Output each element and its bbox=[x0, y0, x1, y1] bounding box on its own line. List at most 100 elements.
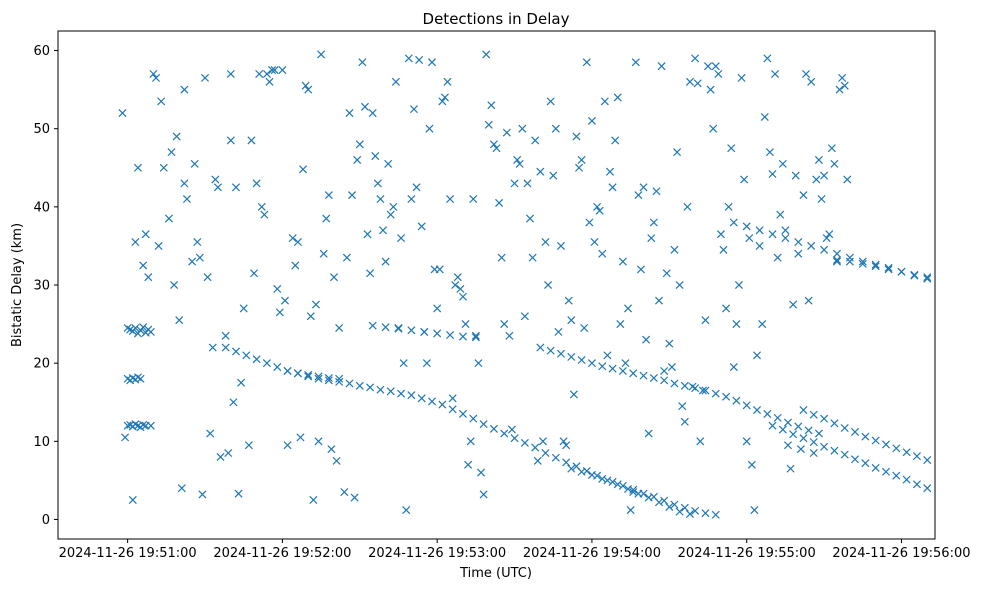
data-point bbox=[675, 280, 684, 290]
data-point bbox=[335, 377, 344, 386]
data-point bbox=[755, 226, 764, 235]
data-point bbox=[575, 163, 584, 172]
data-point bbox=[696, 437, 705, 446]
data-point bbox=[515, 159, 524, 168]
data-point bbox=[652, 187, 661, 196]
data-point bbox=[495, 198, 504, 207]
data-point bbox=[703, 62, 713, 71]
data-point bbox=[314, 374, 323, 383]
data-point bbox=[701, 316, 710, 325]
data-point bbox=[912, 480, 921, 489]
data-point bbox=[309, 495, 318, 504]
data-point bbox=[673, 148, 682, 157]
data-point bbox=[391, 77, 400, 86]
data-point bbox=[531, 443, 540, 452]
data-point bbox=[306, 312, 315, 321]
data-point bbox=[693, 79, 702, 88]
data-point bbox=[701, 509, 710, 518]
data-point bbox=[747, 460, 756, 469]
data-point bbox=[680, 503, 689, 512]
data-point bbox=[572, 132, 581, 141]
data-point bbox=[711, 389, 720, 398]
data-point bbox=[593, 202, 602, 211]
data-point bbox=[861, 432, 870, 441]
data-point bbox=[131, 323, 140, 333]
data-point bbox=[691, 54, 700, 63]
data-point bbox=[789, 430, 798, 439]
data-point bbox=[613, 93, 622, 102]
data-point bbox=[304, 85, 313, 94]
data-point bbox=[714, 69, 723, 79]
data-point bbox=[763, 54, 772, 63]
data-point bbox=[293, 369, 302, 378]
data-point bbox=[438, 400, 447, 409]
data-point bbox=[719, 245, 728, 254]
data-point bbox=[206, 429, 215, 438]
data-point bbox=[600, 97, 609, 106]
data-point bbox=[252, 179, 261, 188]
data-point bbox=[778, 425, 787, 434]
data-point bbox=[809, 449, 818, 458]
data-point bbox=[825, 230, 834, 239]
data-point bbox=[538, 437, 547, 446]
data-point bbox=[471, 333, 480, 342]
y-tick-label: 60 bbox=[33, 44, 50, 59]
data-point bbox=[892, 471, 901, 480]
data-point bbox=[791, 171, 800, 180]
x-axis: 2024-11-26 19:51:00 2024-11-26 19:52:00 20… bbox=[59, 539, 971, 561]
data-point bbox=[335, 374, 344, 383]
data-point bbox=[157, 97, 166, 106]
data-point bbox=[804, 296, 813, 305]
data-point bbox=[716, 230, 725, 239]
data-point bbox=[820, 414, 829, 423]
data-point bbox=[348, 191, 357, 200]
data-point bbox=[299, 165, 308, 174]
data-point bbox=[634, 191, 643, 200]
data-point bbox=[546, 346, 555, 355]
data-point bbox=[616, 320, 625, 329]
data-point bbox=[446, 330, 455, 340]
data-point bbox=[283, 441, 292, 450]
data-point bbox=[582, 58, 591, 67]
data-point bbox=[660, 496, 669, 505]
y-axis: 0 10 20 30 40 50 60 bbox=[33, 44, 58, 528]
data-point bbox=[345, 109, 354, 118]
data-point bbox=[482, 50, 491, 59]
data-point bbox=[244, 441, 253, 450]
data-point bbox=[755, 241, 764, 250]
data-point bbox=[198, 490, 207, 499]
data-point bbox=[141, 230, 150, 239]
data-point bbox=[794, 237, 803, 247]
data-point bbox=[180, 179, 189, 188]
data-point bbox=[670, 245, 679, 254]
data-point bbox=[474, 359, 483, 368]
data-point bbox=[355, 140, 364, 149]
data-point bbox=[840, 81, 849, 90]
data-point bbox=[711, 62, 720, 71]
data-point bbox=[237, 378, 246, 387]
data-point bbox=[567, 464, 576, 473]
data-point bbox=[239, 304, 248, 313]
data-point bbox=[175, 316, 184, 325]
data-point bbox=[799, 434, 808, 443]
data-point bbox=[513, 155, 522, 164]
data-point bbox=[587, 470, 596, 479]
data-point bbox=[420, 327, 429, 336]
data-point bbox=[752, 406, 762, 415]
data-point bbox=[139, 420, 148, 429]
data-point bbox=[170, 280, 179, 290]
data-point bbox=[139, 261, 148, 270]
data-point bbox=[273, 284, 282, 293]
data-point bbox=[807, 241, 816, 250]
data-point bbox=[399, 359, 408, 368]
data-point bbox=[871, 260, 880, 269]
data-point bbox=[231, 347, 241, 356]
data-point bbox=[273, 363, 282, 372]
data-point bbox=[332, 456, 341, 465]
data-point bbox=[884, 265, 893, 274]
y-axis-title: Bistatic Delay (km) bbox=[10, 223, 25, 347]
data-point bbox=[551, 124, 560, 133]
data-point bbox=[489, 140, 498, 149]
